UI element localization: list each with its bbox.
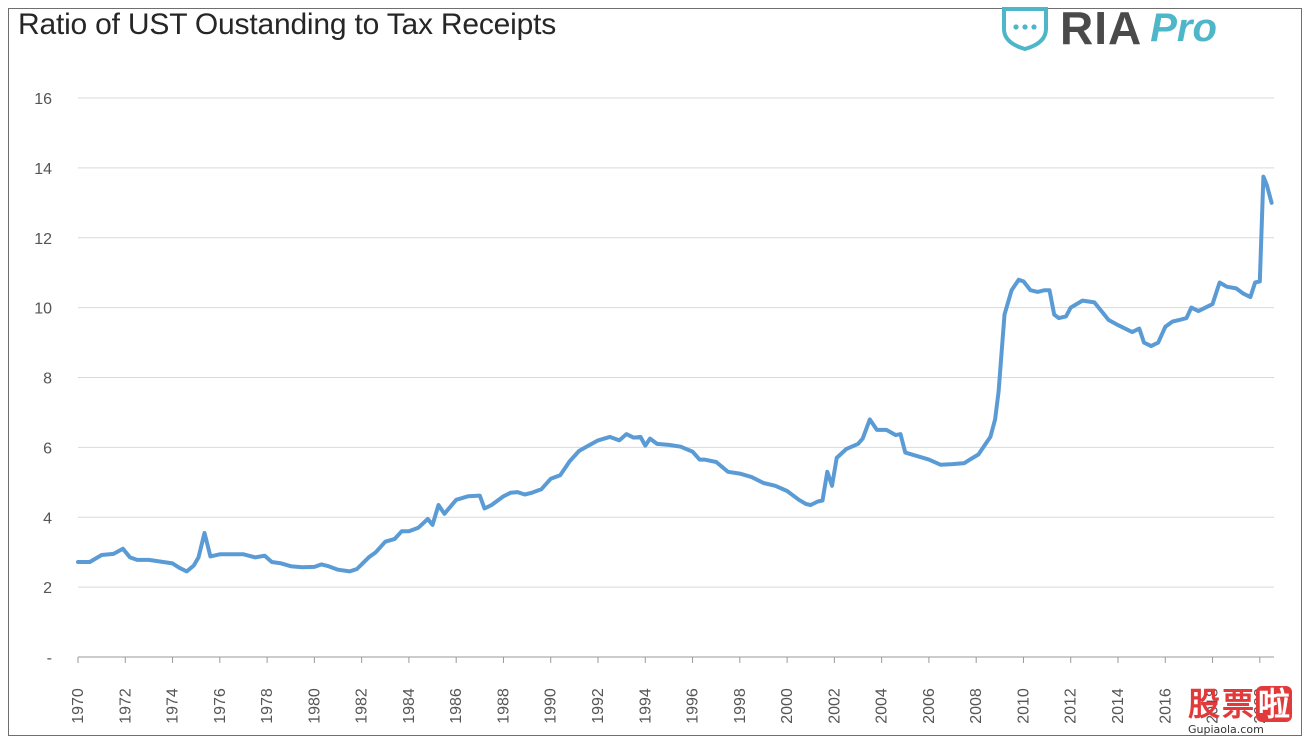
x-tick-label: 2012 (1063, 688, 1080, 724)
watermark: 股 票 啦 Gupiaola.com (1188, 686, 1312, 744)
x-tick-label: 1988 (495, 688, 512, 724)
x-tick-label: 1996 (685, 688, 702, 724)
x-tick-label: 2002 (826, 688, 843, 724)
x-tick-label: 1984 (401, 688, 418, 724)
logo-product-text: Pro (1150, 5, 1217, 50)
x-tick-label: 1986 (448, 688, 465, 724)
shield-chat-icon (1002, 7, 1048, 51)
y-tick-label: 16 (34, 91, 52, 108)
y-tick-label: 6 (43, 440, 52, 457)
x-tick-label: 2010 (1015, 688, 1032, 724)
watermark-char-3: 啦 (1256, 685, 1293, 723)
gridlines (78, 97, 1274, 588)
watermark-char-2: 票 (1222, 685, 1255, 723)
x-tick-label: 2006 (921, 688, 938, 724)
x-tick-label: 1980 (306, 688, 323, 724)
logo-brand-text: RIA (1060, 2, 1143, 54)
x-tick-label: 2018 (1205, 688, 1222, 724)
chart-title: Ratio of UST Oustanding to Tax Receipts (18, 8, 557, 41)
x-tick-label: 2004 (874, 688, 891, 724)
y-tick-labels: - 2 4 6 8 10 12 14 16 (34, 91, 52, 667)
x-tick-label: 1978 (259, 688, 276, 724)
x-tick-label: 2000 (779, 688, 796, 724)
y-tick-label: 14 (34, 161, 52, 178)
series-layer (76, 174, 1274, 574)
watermark-url: Gupiaola.com (1188, 723, 1264, 736)
x-tick-label: 1972 (117, 688, 134, 724)
x-tick-label: 2014 (1110, 688, 1127, 724)
series-line-0 (76, 174, 1274, 574)
x-tick-label: 1982 (354, 688, 371, 724)
x-tick-label: 1974 (165, 688, 182, 724)
x-tick-labels: 1970 1972 1974 1976 1978 1980 1982 1984 1986 1988… (70, 688, 1269, 724)
x-tick-label: 1976 (212, 688, 229, 724)
chart-frame (8, 8, 1302, 736)
x-tick-label: 2008 (968, 688, 985, 724)
x-tick-label: 1992 (590, 688, 607, 724)
x-tick-label: 1990 (543, 688, 560, 724)
axes (77, 656, 1274, 663)
y-tick-label: - (47, 650, 52, 667)
x-tick-label: 1998 (732, 688, 749, 724)
x-tick-label: 1994 (637, 688, 654, 724)
y-tick-label: 10 (34, 301, 52, 318)
x-tick-label: 1970 (70, 688, 87, 724)
y-tick-label: 8 (43, 371, 52, 388)
y-tick-label: 4 (43, 510, 52, 527)
ria-pro-logo: RIA Pro (1000, 2, 1217, 54)
x-tick-label: 2016 (1157, 688, 1174, 724)
y-tick-label: 2 (43, 580, 52, 597)
y-tick-label: 12 (34, 231, 52, 248)
watermark-char-1: 股 (1188, 685, 1221, 723)
